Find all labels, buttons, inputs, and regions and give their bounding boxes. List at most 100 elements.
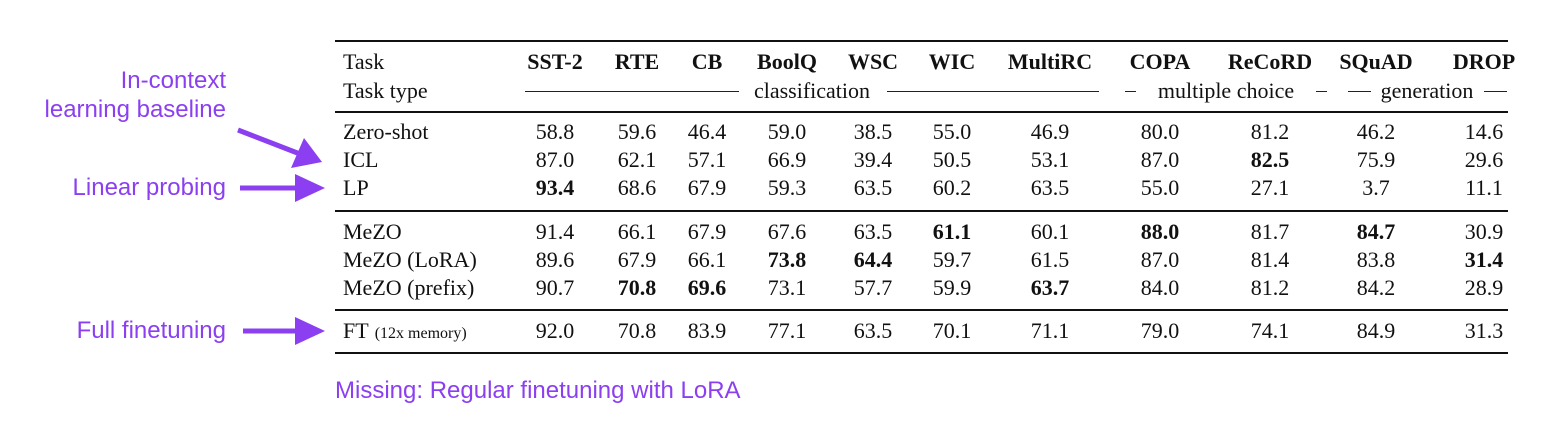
table-cell: 27.1: [1250, 175, 1290, 200]
group-classification-dash-left: [525, 91, 739, 92]
table-cell: 11.1: [1465, 175, 1503, 200]
table-cell: 63.5: [853, 219, 893, 244]
group-generation-dash-right: [1484, 91, 1507, 92]
table-cell: 67.9: [687, 175, 727, 200]
table-cell: 70.8: [617, 318, 657, 343]
row-method-label: MeZO (prefix): [343, 274, 474, 302]
group-classification-label: classification: [753, 78, 871, 103]
table-cell: 69.6: [687, 275, 727, 300]
header-task-type-label: Task type: [343, 78, 428, 103]
table-cell: 55.0: [1140, 175, 1180, 200]
table-cell: 77.1: [767, 318, 807, 343]
table-group-rule: [335, 210, 1508, 212]
table-cell: 87.0: [1140, 247, 1180, 272]
table-cell: 66.1: [687, 247, 727, 272]
table-cell: 63.5: [1030, 175, 1070, 200]
table-cell: 70.8: [617, 275, 657, 300]
table-cell: 89.6: [535, 247, 575, 272]
table-cell: 59.0: [767, 119, 807, 144]
table-cell: 57.1: [687, 147, 727, 172]
table-cell: 46.2: [1356, 119, 1396, 144]
group-classification-dash-right: [887, 91, 1099, 92]
table-cell: 3.7: [1362, 175, 1390, 200]
row-method-name: LP: [343, 175, 369, 200]
table-cell: 66.1: [617, 219, 657, 244]
table-cell: 91.4: [535, 219, 575, 244]
table-cell: 60.2: [932, 175, 972, 200]
group-generation-label: generation: [1380, 78, 1474, 103]
table-cell: 59.6: [617, 119, 657, 144]
table-cell: 63.7: [1030, 275, 1070, 300]
table-cell: 82.5: [1250, 147, 1290, 172]
arrow-icl-head: [291, 138, 322, 168]
table-cell: 46.4: [687, 119, 727, 144]
table-cell: 59.3: [767, 175, 807, 200]
group-multiple-choice-dash-right: [1316, 91, 1327, 92]
column-header-sst-2: SST-2: [527, 49, 583, 74]
row-method-name: MeZO: [343, 219, 402, 244]
column-header-squad: SQuAD: [1339, 49, 1413, 74]
row-method-name: FT: [343, 318, 369, 343]
table-cell: 83.8: [1356, 247, 1396, 272]
table-ft-rule: [335, 309, 1508, 311]
table-cell: 81.7: [1250, 219, 1290, 244]
arrow-icl: [237, 127, 301, 157]
table-cell: 73.1: [767, 275, 807, 300]
table-cell: 61.1: [932, 219, 972, 244]
column-header-rte: RTE: [614, 49, 660, 74]
table-cell: 58.8: [535, 119, 575, 144]
header-task-label: Task: [343, 49, 385, 74]
table-cell: 73.8: [767, 247, 807, 272]
table-cell: 57.7: [853, 275, 893, 300]
table-cell: 83.9: [687, 318, 727, 343]
table-cell: 59.9: [932, 275, 972, 300]
column-header-drop: DROP: [1452, 49, 1516, 74]
table-header-rule: [335, 111, 1508, 113]
table-cell: 81.2: [1250, 119, 1290, 144]
annotation-full-finetuning: Full finetuning: [76, 317, 226, 344]
table-cell: 50.5: [932, 147, 972, 172]
table-cell: 63.5: [853, 175, 893, 200]
table-cell: 67.6: [767, 219, 807, 244]
annotation-icl: In-context learning baseline: [44, 67, 226, 123]
row-method-name: ICL: [343, 147, 379, 172]
table-cell: 87.0: [1140, 147, 1180, 172]
table-cell: 68.6: [617, 175, 657, 200]
table-cell: 81.4: [1250, 247, 1290, 272]
table-cell: 38.5: [853, 119, 893, 144]
table-cell: 84.0: [1140, 275, 1180, 300]
group-multiple-choice-dash-left: [1125, 91, 1136, 92]
table-cell: 71.1: [1030, 318, 1070, 343]
table-cell: 64.4: [853, 247, 893, 272]
table-cell: 14.6: [1464, 119, 1504, 144]
table-cell: 55.0: [932, 119, 972, 144]
table-cell: 46.9: [1030, 119, 1070, 144]
table-cell: 92.0: [535, 318, 575, 343]
column-header-boolq: BoolQ: [757, 49, 817, 74]
annotation-missing: Missing: Regular finetuning with LoRA: [335, 377, 741, 404]
group-multiple-choice-label: multiple choice: [1157, 78, 1295, 103]
table-cell: 61.5: [1030, 247, 1070, 272]
row-method-label: Zero-shot: [343, 118, 429, 146]
table-cell: 66.9: [767, 147, 807, 172]
table-cell: 84.9: [1356, 318, 1396, 343]
arrow-lp-head: [295, 174, 325, 202]
table-top-rule: [335, 40, 1508, 42]
table-cell: 84.7: [1356, 219, 1396, 244]
annotation-linear-probing: Linear probing: [72, 174, 226, 201]
column-header-cb: CB: [691, 49, 723, 74]
row-method-label: MeZO (LoRA): [343, 246, 477, 274]
row-method-note: (12x memory): [374, 325, 467, 342]
table-cell: 87.0: [535, 147, 575, 172]
column-header-record: ReCoRD: [1227, 49, 1313, 74]
table-cell: 31.3: [1464, 318, 1504, 343]
column-header-wic: WIC: [928, 49, 976, 74]
table-bottom-rule: [335, 352, 1508, 354]
table-cell: 67.9: [687, 219, 727, 244]
table-cell: 60.1: [1030, 219, 1070, 244]
table-cell: 88.0: [1140, 219, 1180, 244]
row-method-label: FT (12x memory): [343, 317, 467, 348]
table-cell: 30.9: [1464, 219, 1504, 244]
row-method-label: MeZO: [343, 218, 402, 246]
